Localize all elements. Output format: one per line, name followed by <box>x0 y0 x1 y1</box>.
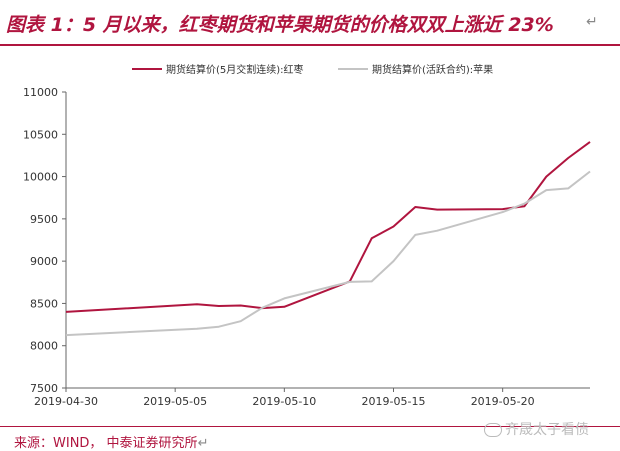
data-point-jujube <box>545 176 547 178</box>
y-tick-label: 10000 <box>23 171 58 184</box>
data-point-jujube <box>240 305 242 307</box>
data-point-apple <box>283 297 285 299</box>
data-point-apple <box>196 328 198 330</box>
data-point-jujube <box>524 205 526 207</box>
data-point-apple <box>502 211 504 213</box>
source-end-mark: ↵ <box>197 436 209 451</box>
data-point-apple <box>262 307 264 309</box>
title-bar: 图表 1：5 月以来，红枣期货和苹果期货的价格双双上涨近 23% ↵ <box>0 0 620 44</box>
title-rule <box>0 44 620 46</box>
data-point-apple <box>349 281 351 283</box>
data-point-jujube <box>218 305 220 307</box>
footer-rule <box>0 426 620 427</box>
data-point-apple <box>589 170 591 172</box>
data-point-jujube <box>414 206 416 208</box>
data-point-jujube <box>196 303 198 305</box>
y-tick-label: 7500 <box>30 382 58 395</box>
data-point-jujube <box>502 208 504 210</box>
title-end-mark: ↵ <box>586 14 598 30</box>
y-tick-label: 9000 <box>30 255 58 268</box>
data-point-apple <box>218 326 220 328</box>
data-point-jujube <box>371 237 373 239</box>
data-point-apple <box>65 334 67 336</box>
data-point-apple <box>545 189 547 191</box>
data-point-jujube <box>283 306 285 308</box>
y-tick-label: 8000 <box>30 340 58 353</box>
data-point-apple <box>436 230 438 232</box>
x-tick-label: 2019-05-15 <box>362 395 426 408</box>
x-tick-label: 2019-05-05 <box>143 395 207 408</box>
data-point-apple <box>567 187 569 189</box>
data-point-jujube <box>65 311 67 313</box>
data-point-jujube <box>393 225 395 227</box>
legend-label: 期货结算价(活跃合约):苹果 <box>372 63 493 76</box>
x-tick-label: 2019-04-30 <box>34 395 98 408</box>
data-point-jujube <box>589 141 591 143</box>
y-tick-label: 10500 <box>23 128 58 141</box>
watermark-text: 齐晟太子看债 <box>505 422 589 438</box>
y-tick-label: 8500 <box>30 297 58 310</box>
series-line-apple <box>65 170 591 337</box>
watermark: 齐晟太子看债 <box>484 419 589 439</box>
legend-label: 期货结算价(5月交割连续):红枣 <box>166 63 304 76</box>
series-line-jujube <box>65 141 591 313</box>
data-point-jujube <box>436 209 438 211</box>
source-text: 来源：WIND， 中泰证券研究所 <box>14 436 198 451</box>
source-note: 来源：WIND， 中泰证券研究所↵ <box>14 432 208 451</box>
data-point-apple <box>393 260 395 262</box>
data-point-apple <box>371 280 373 282</box>
data-point-jujube <box>567 157 569 159</box>
y-tick-label: 9500 <box>30 213 58 226</box>
chart-title: 图表 1：5 月以来，红枣期货和苹果期货的价格双双上涨近 23% <box>6 14 554 36</box>
data-point-apple <box>240 320 242 322</box>
y-tick-label: 11000 <box>23 86 58 99</box>
x-tick-label: 2019-05-10 <box>252 395 316 408</box>
data-point-apple <box>414 234 416 236</box>
x-tick-label: 2019-05-20 <box>471 395 535 408</box>
data-point-apple <box>524 203 526 205</box>
wechat-icon <box>484 423 502 437</box>
